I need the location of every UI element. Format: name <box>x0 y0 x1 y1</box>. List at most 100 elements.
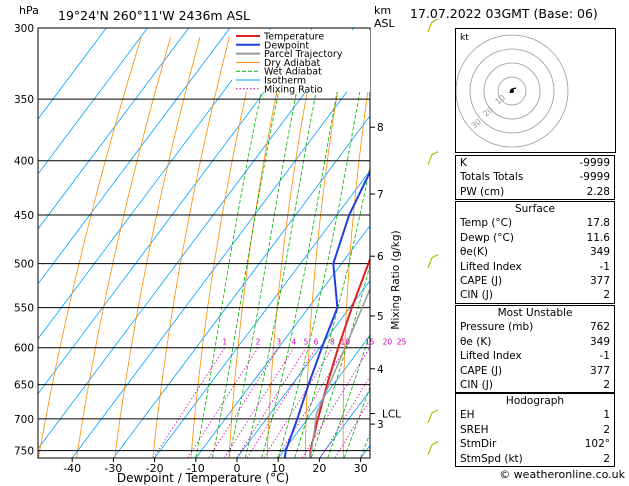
wet-adiabat-line <box>195 31 276 458</box>
index-row: CIN (J) 2 <box>460 378 610 391</box>
isotherm-line <box>277 334 370 458</box>
x-tick-label: -40 <box>63 462 81 475</box>
dry-adiabat-line <box>76 36 171 458</box>
dry-adiabat-line <box>152 37 230 458</box>
isotherm-line <box>113 115 370 458</box>
index-row: CAPE (J) 377 <box>460 364 610 377</box>
asl-axis-label: ASL <box>374 17 396 30</box>
index-row: θe(K) 349 <box>460 246 610 259</box>
section-title: Most Unstable <box>497 307 573 319</box>
index-row: StmSpd (kt) 2 <box>460 452 610 465</box>
wind-barb <box>427 18 439 33</box>
isotherm-line <box>236 279 370 458</box>
x-tick-label: -10 <box>187 462 205 475</box>
pressure-tick-label: 450 <box>14 210 34 222</box>
mixing-ratio-line <box>263 347 333 458</box>
mixing-ratio-line <box>246 347 317 458</box>
legend-label: Dewpoint <box>264 40 309 51</box>
km-axis-label: km <box>374 4 391 17</box>
dry-adiabat-line <box>304 37 348 458</box>
x-tick-label: 10 <box>271 462 285 475</box>
legend-label: Wet Adiabat <box>264 67 322 78</box>
index-row: CIN (J) 2 <box>460 289 610 302</box>
dry-adiabat-line <box>114 36 201 458</box>
index-row: Temp (°C) 17.8 <box>460 217 610 230</box>
mixing-ratio-axis-label: Mixing Ratio (g/kg) <box>390 230 402 329</box>
mixing-ratio-line <box>276 347 346 458</box>
pressure-tick-label: 400 <box>14 156 34 168</box>
hodo-ring <box>497 76 527 106</box>
mixing-ratio-label: 4 <box>292 338 297 347</box>
dry-adiabat-line <box>228 37 289 458</box>
hodograph-units: kt <box>460 33 469 43</box>
dry-adiabat-line <box>190 37 260 458</box>
mixing-ratio-line <box>334 399 370 458</box>
mixing-ratio-line <box>320 375 370 458</box>
km-tick-label: 8 <box>377 122 384 134</box>
indices-most-unstable: Most Unstable Pressure (mb) 762 θe (K) 349… <box>455 305 615 394</box>
wet-adiabat-line <box>244 31 329 458</box>
mixing-ratio-label: 20 <box>383 338 393 347</box>
wind-barb <box>427 441 439 455</box>
skewt-diagram: 1 2 3 4 5 6 8 10 15 20 253003504004505005506006507… <box>14 4 455 485</box>
mixing-ratio-line <box>223 347 295 458</box>
mixing-ratio-lines <box>152 347 370 458</box>
index-row: θe (K) 349 <box>460 335 610 348</box>
index-row: K -9999 <box>460 157 610 169</box>
x-tick-label: 20 <box>312 462 326 475</box>
x-tick-label: 30 <box>354 462 368 475</box>
pressure-tick-label: 350 <box>14 94 34 106</box>
wind-barb <box>427 151 439 165</box>
chart-title: 19°24'N 260°11'W 2436m ASL <box>58 8 250 23</box>
mixing-ratio-line <box>152 347 226 458</box>
index-row: Pressure (mb) 762 <box>460 321 610 334</box>
indices-surface: Surface Temp (°C) 17.8 Dewp (°C) 11.6 θe(K… <box>455 201 615 304</box>
pressure-tick-label: 750 <box>14 446 34 458</box>
isotherm-line <box>71 60 370 458</box>
mixing-ratio-label: 3 <box>276 338 281 347</box>
hodograph-plot: kt 10 20 30 <box>455 33 569 148</box>
hodo-ring-label: 20 <box>482 105 496 118</box>
isotherm-lines <box>38 28 455 458</box>
x-axis-label: Dewpoint / Temperature (°C) <box>117 471 289 485</box>
wind-barb <box>427 409 439 424</box>
hodo-ring <box>483 62 541 120</box>
axes: 1 2 3 4 5 6 8 10 15 20 253003504004505005506006507… <box>14 23 407 475</box>
dry-adiabat-line <box>416 37 435 458</box>
isotherm-line <box>195 225 370 458</box>
mixing-ratio-label: 6 <box>314 338 319 347</box>
wet-adiabat-line <box>211 31 292 458</box>
isotherm-line <box>360 444 370 458</box>
dry-adiabat-line <box>266 37 318 458</box>
wet-adiabat-line <box>360 432 370 458</box>
plot-frame <box>37 27 371 459</box>
isotherm-line <box>38 28 190 230</box>
legend-bg <box>232 30 370 92</box>
mixing-ratio-line <box>208 347 280 458</box>
km-tick-label: 6 <box>377 251 384 263</box>
km-tick-label: 4 <box>377 364 384 376</box>
lcl-label: LCL <box>382 409 401 421</box>
mixing-ratio-label: 1 <box>222 338 227 347</box>
isotherm-line <box>38 28 231 285</box>
index-row: Lifted Index -1 <box>460 350 610 363</box>
hodo-center <box>510 89 514 93</box>
wet-adiabat-lines <box>195 31 455 458</box>
mixing-ratio-label: 25 <box>397 338 407 347</box>
isotherm-line <box>38 28 107 120</box>
isotherm-line <box>38 28 272 340</box>
index-row: StmDir 102° <box>460 438 610 451</box>
index-row: Lifted Index -1 <box>460 260 610 273</box>
series-parcel-trajectory <box>309 287 370 458</box>
wet-adiabat-line <box>261 31 349 458</box>
wet-adiabat-line <box>277 33 370 458</box>
wet-adiabat-line <box>377 31 455 458</box>
isotherm-line <box>38 28 354 450</box>
isotherm-line <box>402 28 455 458</box>
dry-adiabat-lines <box>38 36 435 458</box>
pressure-tick-label: 650 <box>14 380 34 392</box>
wet-adiabat-line <box>310 263 370 458</box>
mixing-ratio-label: 2 <box>256 338 261 347</box>
legend-label: Dry Adiabat <box>264 58 321 69</box>
index-row: CAPE (J) 377 <box>460 274 610 287</box>
